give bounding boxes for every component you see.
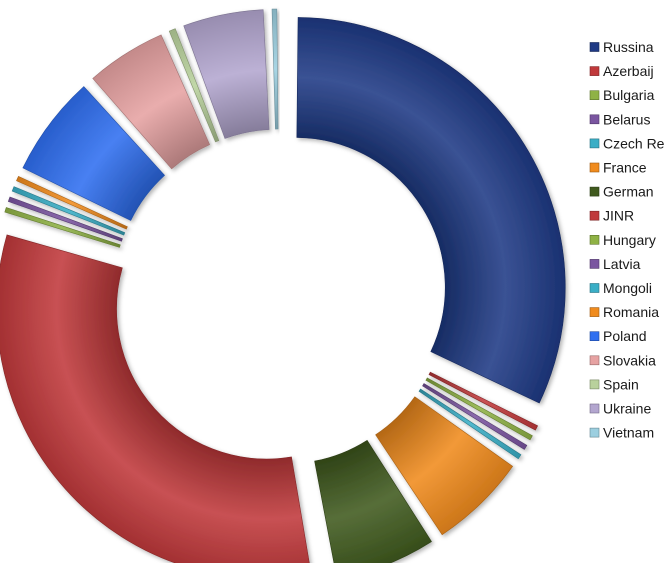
legend-label-belarus: Belarus bbox=[603, 111, 650, 127]
legend-swatch-ukraine bbox=[589, 403, 600, 414]
legend-label-azerbaijan: Azerbaij bbox=[603, 63, 654, 79]
legend-swatch-spain bbox=[589, 379, 600, 390]
legend-swatch-jinr bbox=[589, 210, 600, 221]
legend-swatch-azerbaijan bbox=[589, 66, 600, 76]
legend-label-hungary: Hungary bbox=[603, 232, 656, 248]
slice-mongolia bbox=[11, 186, 126, 236]
legend-swatch-bulgaria bbox=[589, 90, 600, 100]
legend-swatch-czech-republic bbox=[589, 138, 600, 149]
legend-label-czech-republic: Czech Re bbox=[603, 135, 665, 151]
chart-legend: Russina Azerbaij Bulgaria Belarus Czech Re Fr… bbox=[589, 39, 665, 441]
legend-label-spain: Spain bbox=[603, 376, 639, 392]
slice-slovakia bbox=[92, 34, 211, 170]
legend-label-germany: German bbox=[603, 184, 654, 200]
legend-swatch-poland bbox=[589, 331, 600, 342]
slice-belarus bbox=[422, 383, 528, 450]
legend-swatch-germany bbox=[589, 186, 600, 197]
legend-label-latvia: Latvia bbox=[603, 256, 641, 272]
slice-azerbaijan bbox=[428, 371, 538, 431]
legend-label-jinr: JINR bbox=[603, 208, 634, 224]
slice-latvia bbox=[7, 196, 123, 242]
slice-jinr bbox=[0, 234, 310, 563]
legend-label-poland: Poland bbox=[603, 328, 647, 344]
slice-russina bbox=[296, 17, 566, 404]
slice-ukraine bbox=[183, 9, 270, 139]
legend-label-vietnam: Vietnam bbox=[603, 425, 654, 441]
slice-vietnam bbox=[271, 8, 279, 130]
legend-swatch-russina bbox=[589, 42, 600, 52]
slice-romania bbox=[16, 176, 128, 230]
legend-swatch-hungary bbox=[589, 235, 600, 245]
legend-swatch-slovakia bbox=[589, 355, 600, 366]
legend-label-romania: Romania bbox=[603, 304, 659, 320]
slice-germany bbox=[314, 439, 432, 563]
slice-czech-republic bbox=[418, 388, 522, 460]
legend-swatch-romania bbox=[589, 307, 600, 317]
legend-label-ukraine: Ukraine bbox=[603, 401, 651, 417]
legend-label-russina: Russina bbox=[603, 39, 654, 55]
legend-swatch-latvia bbox=[589, 259, 600, 269]
legend-label-bulgaria: Bulgaria bbox=[603, 87, 655, 103]
slice-spain bbox=[168, 28, 220, 143]
legend-swatch-mongolia bbox=[589, 283, 600, 293]
legend-label-slovakia: Slovakia bbox=[603, 352, 656, 368]
chart-slices bbox=[0, 8, 566, 563]
slice-france bbox=[375, 396, 514, 536]
legend-swatch-vietnam bbox=[589, 427, 600, 438]
legend-swatch-france bbox=[589, 162, 600, 173]
legend-label-mongolia: Mongoli bbox=[603, 280, 652, 296]
slice-poland bbox=[22, 86, 166, 221]
legend-swatch-belarus bbox=[589, 114, 600, 125]
slice-bulgaria bbox=[425, 377, 533, 441]
slice-hungary bbox=[4, 207, 121, 248]
legend-label-france: France bbox=[603, 160, 647, 176]
